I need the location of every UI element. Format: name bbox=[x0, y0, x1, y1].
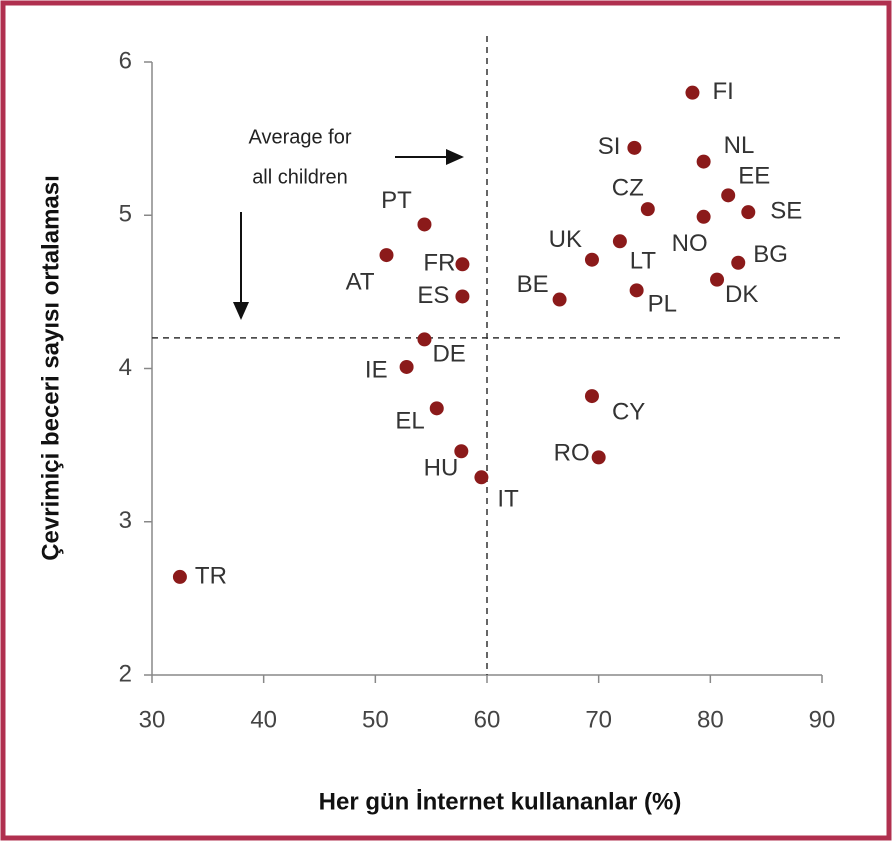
point bbox=[584, 252, 599, 267]
point bbox=[474, 470, 489, 485]
point-label: CY bbox=[612, 398, 645, 425]
point bbox=[731, 255, 746, 270]
point bbox=[612, 234, 627, 249]
point bbox=[629, 283, 644, 298]
point-label: RO bbox=[554, 440, 590, 467]
x-tick-label: 40 bbox=[250, 706, 277, 733]
point-label: BG bbox=[753, 241, 788, 268]
point bbox=[552, 292, 567, 307]
point bbox=[685, 85, 700, 100]
point-label: SE bbox=[770, 198, 802, 225]
point bbox=[627, 140, 642, 155]
x-tick-label: 60 bbox=[474, 706, 501, 733]
point-label: AT bbox=[346, 268, 375, 295]
x-axis-title: Her gün İnternet kullananlar (%) bbox=[319, 788, 682, 815]
point-label: BE bbox=[517, 271, 549, 298]
y-tick-label: 3 bbox=[119, 507, 132, 534]
point bbox=[640, 202, 655, 217]
point-label: LT bbox=[630, 248, 657, 275]
point bbox=[417, 332, 432, 347]
x-tick-label: 30 bbox=[139, 706, 166, 733]
point bbox=[721, 188, 736, 203]
x-tick-label: 50 bbox=[362, 706, 389, 733]
point bbox=[379, 248, 394, 263]
x-tick-label: 90 bbox=[809, 706, 836, 733]
point-label: NL bbox=[724, 132, 755, 159]
point bbox=[455, 257, 470, 272]
annotation: all children bbox=[252, 166, 348, 188]
y-axis-title: Çevrimiçi beceri sayısı ortalaması bbox=[37, 175, 64, 561]
point-label: IT bbox=[497, 486, 519, 513]
y-tick-label: 6 bbox=[119, 47, 132, 74]
point bbox=[741, 205, 756, 220]
x-tick-label: 80 bbox=[697, 706, 724, 733]
point-label: CZ bbox=[612, 174, 644, 201]
point-label: HU bbox=[424, 455, 459, 482]
y-tick-label: 5 bbox=[119, 201, 132, 228]
point bbox=[172, 569, 187, 584]
point-label: NO bbox=[672, 230, 708, 257]
point-label: TR bbox=[195, 562, 227, 589]
point-label: DK bbox=[725, 281, 758, 308]
point bbox=[591, 450, 606, 465]
point bbox=[455, 289, 470, 304]
point bbox=[399, 359, 414, 374]
point bbox=[429, 401, 444, 416]
annotation: Average for bbox=[248, 126, 351, 148]
point bbox=[710, 272, 725, 287]
point bbox=[417, 217, 432, 232]
y-tick-label: 2 bbox=[119, 660, 132, 687]
point-label: ES bbox=[417, 282, 449, 309]
point-label: EE bbox=[738, 163, 770, 190]
point-label: SI bbox=[598, 133, 621, 160]
point-label: FR bbox=[423, 250, 455, 277]
point bbox=[454, 444, 469, 459]
point-label: PT bbox=[381, 187, 412, 214]
point-label: DE bbox=[432, 341, 465, 368]
point-label: FI bbox=[712, 78, 733, 105]
x-tick-label: 70 bbox=[585, 706, 612, 733]
point-label: UK bbox=[549, 226, 582, 253]
point bbox=[696, 209, 711, 224]
point-label: PL bbox=[648, 291, 677, 318]
point-label: EL bbox=[395, 408, 424, 435]
point bbox=[696, 154, 711, 169]
y-tick-label: 4 bbox=[119, 354, 132, 381]
point bbox=[584, 389, 599, 404]
point-label: IE bbox=[365, 356, 388, 383]
